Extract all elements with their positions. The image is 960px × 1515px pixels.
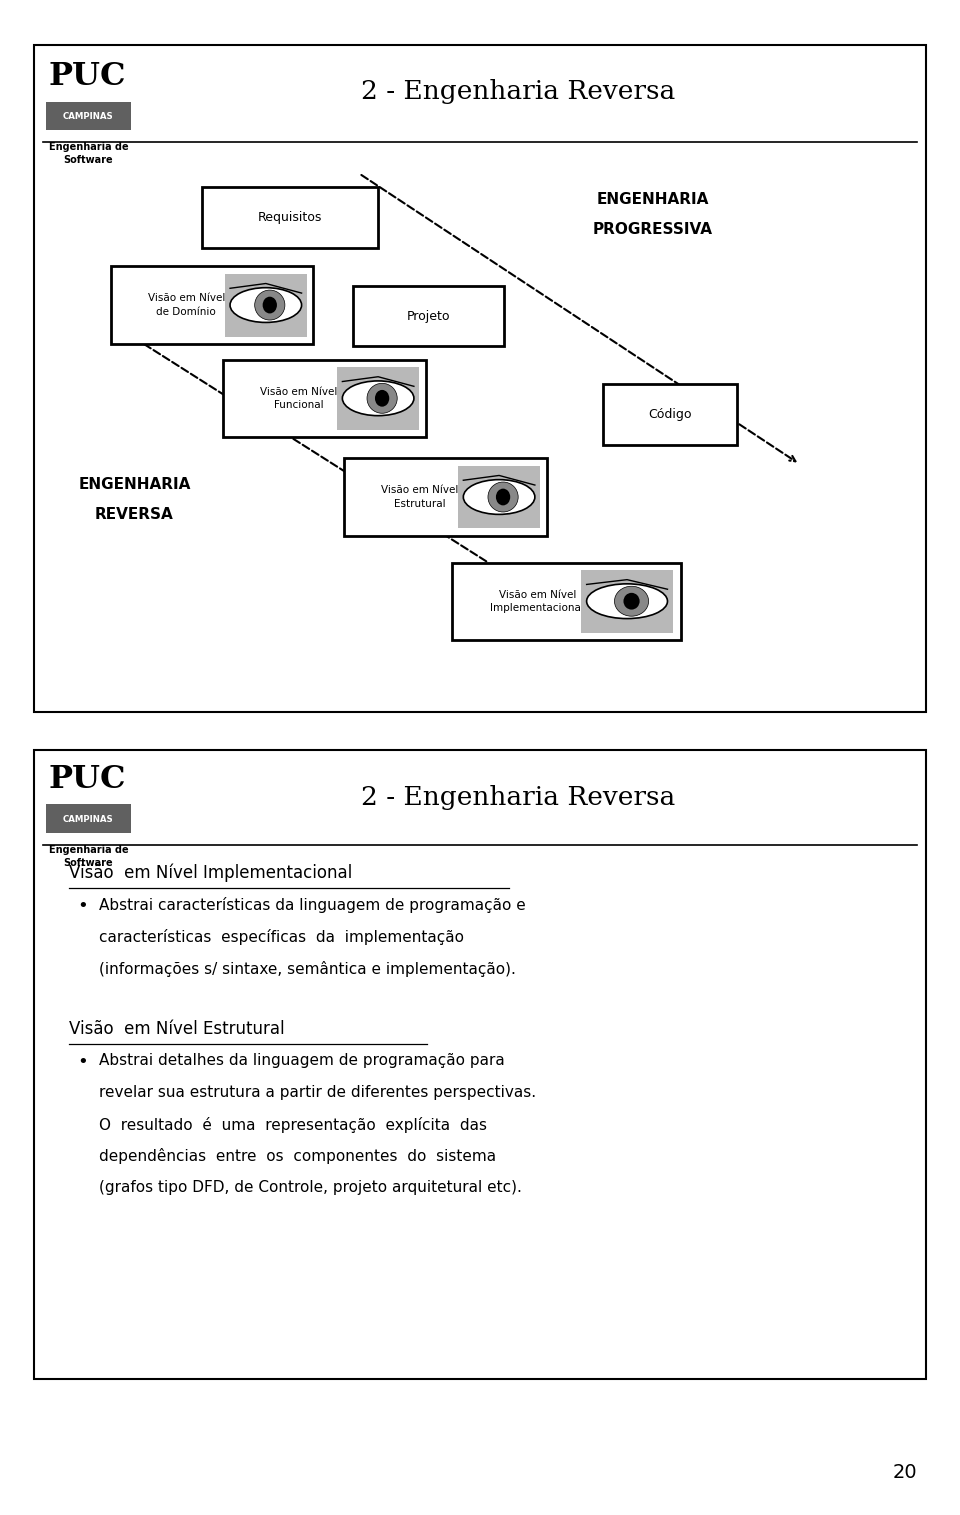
Ellipse shape	[488, 482, 518, 512]
Text: revelar sua estrutura a partir de diferentes perspectivas.: revelar sua estrutura a partir de difere…	[99, 1085, 536, 1100]
Ellipse shape	[587, 583, 667, 618]
Text: 20: 20	[892, 1462, 917, 1482]
Ellipse shape	[263, 297, 276, 314]
Ellipse shape	[496, 489, 510, 506]
FancyBboxPatch shape	[110, 267, 313, 344]
Ellipse shape	[614, 586, 649, 617]
Text: Visão em Nível
Implementacional: Visão em Nível Implementacional	[491, 589, 584, 612]
Text: Requisitos: Requisitos	[257, 211, 323, 224]
Text: Código: Código	[648, 408, 692, 421]
FancyBboxPatch shape	[344, 459, 547, 536]
Text: Abstrai características da linguagem de programação e: Abstrai características da linguagem de …	[99, 897, 526, 914]
Ellipse shape	[623, 592, 639, 609]
Text: Visão em Nível
de Domínio: Visão em Nível de Domínio	[148, 294, 225, 317]
Text: Visão  em Nível Estrutural: Visão em Nível Estrutural	[69, 1020, 285, 1038]
Text: Projeto: Projeto	[406, 309, 450, 323]
Ellipse shape	[343, 380, 414, 415]
Text: •: •	[77, 1053, 87, 1071]
Text: 2 - Engenharia Reversa: 2 - Engenharia Reversa	[361, 79, 676, 105]
FancyBboxPatch shape	[223, 359, 426, 436]
FancyBboxPatch shape	[46, 804, 131, 833]
Text: Abstrai detalhes da linguagem de programação para: Abstrai detalhes da linguagem de program…	[99, 1053, 505, 1068]
Text: ENGENHARIA: ENGENHARIA	[596, 191, 709, 206]
Text: PROGRESSIVA: PROGRESSIVA	[592, 221, 712, 236]
Text: CAMPINAS: CAMPINAS	[63, 112, 113, 121]
FancyBboxPatch shape	[352, 285, 503, 347]
FancyBboxPatch shape	[452, 562, 681, 639]
Ellipse shape	[367, 383, 397, 414]
Text: 2 - Engenharia Reversa: 2 - Engenharia Reversa	[361, 785, 676, 811]
FancyBboxPatch shape	[225, 274, 306, 336]
Text: dependências  entre  os  componentes  do  sistema: dependências entre os componentes do sis…	[99, 1148, 496, 1165]
Text: ENGENHARIA: ENGENHARIA	[78, 477, 191, 492]
Text: REVERSA: REVERSA	[95, 508, 174, 523]
FancyBboxPatch shape	[337, 367, 419, 430]
Ellipse shape	[375, 389, 389, 406]
Text: Engenharia de
Software: Engenharia de Software	[49, 845, 128, 868]
Text: PUC: PUC	[48, 764, 126, 794]
Ellipse shape	[464, 480, 535, 515]
Text: •: •	[77, 897, 87, 915]
FancyBboxPatch shape	[603, 385, 737, 445]
Text: Visão em Nível
Funcional: Visão em Nível Funcional	[260, 386, 337, 411]
Text: características  específicas  da  implementação: características específicas da implement…	[99, 929, 464, 945]
Text: (grafos tipo DFD, de Controle, projeto arquitetural etc).: (grafos tipo DFD, de Controle, projeto a…	[99, 1180, 521, 1195]
Text: PUC: PUC	[48, 61, 126, 91]
FancyBboxPatch shape	[581, 570, 673, 633]
Ellipse shape	[254, 289, 285, 320]
Text: Engenharia de
Software: Engenharia de Software	[49, 142, 128, 165]
FancyBboxPatch shape	[46, 102, 131, 130]
Text: (informações s/ sintaxe, semântica e implementação).: (informações s/ sintaxe, semântica e imp…	[99, 961, 516, 977]
Text: O  resultado  é  uma  representação  explícita  das: O resultado é uma representação explícit…	[99, 1117, 487, 1133]
Text: Visão em Nível
Estrutural: Visão em Nível Estrutural	[381, 485, 458, 509]
FancyBboxPatch shape	[458, 465, 540, 529]
FancyBboxPatch shape	[202, 186, 378, 248]
Text: CAMPINAS: CAMPINAS	[63, 815, 113, 824]
Ellipse shape	[230, 288, 301, 323]
Text: Visão  em Nível Implementacional: Visão em Nível Implementacional	[69, 864, 352, 882]
